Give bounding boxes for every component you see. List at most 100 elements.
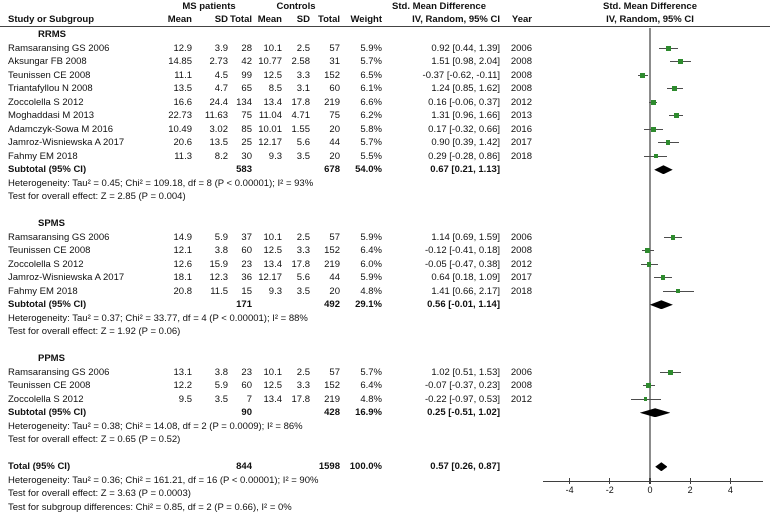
ci-line — [669, 61, 691, 63]
cell: 1598 — [318, 461, 340, 472]
col-header-mean-ms: Mean — [167, 14, 192, 25]
cell: Subtotal (95% CI) — [8, 299, 87, 310]
header-divider — [0, 26, 770, 27]
study-row: Teunissen CE 2008 11.1 4.5 99 12.5 3.3 152 6.5%… — [8, 69, 532, 83]
cell: 11.5 — [210, 285, 228, 297]
ci-line — [641, 250, 654, 252]
pooled-diamond — [654, 165, 673, 175]
cell: 2008 — [510, 83, 532, 94]
study-row: Zoccolella S 2012 12.6 15.9 23 13.4 17.8 219 6.… — [8, 258, 532, 272]
pooled-diamond — [649, 300, 673, 310]
effect-marker — [643, 397, 648, 402]
col-header-weight: Weight — [350, 14, 383, 25]
cell: 2012 — [510, 96, 532, 108]
cell: Zoccolella S 2012 — [8, 258, 84, 270]
cell: 3.9 — [214, 42, 228, 54]
subgroup-label-row: SPMS — [8, 217, 532, 231]
subtotal-row: Subtotal (95% CI) 90 428 16.9% 0.25 [-0.51, … — [8, 406, 532, 420]
col-header-year: Year — [511, 14, 532, 25]
ci-line — [663, 290, 694, 292]
cell: 10.1 — [263, 366, 283, 378]
cell: 2016 — [510, 123, 532, 135]
cell: 44 — [329, 137, 340, 148]
cell: 11.1 — [174, 69, 192, 81]
cell: 12.5 — [263, 69, 283, 81]
cell: 2012 — [510, 258, 532, 270]
cell: 4.5 — [214, 69, 228, 81]
cell: -0.22 [-0.97, 0.53] — [425, 393, 500, 405]
subtotal-row: Subtotal (95% CI) 583 678 54.0% 0.67 [0.21, … — [8, 163, 532, 177]
ci-line — [644, 155, 668, 157]
subgroup-label-row: PPMS — [8, 352, 532, 366]
effect-marker — [645, 248, 651, 254]
cell: 844 — [236, 461, 252, 472]
cell: 3.5 — [296, 285, 310, 297]
cell: 12.1 — [173, 245, 193, 256]
cell: 17.8 — [291, 96, 311, 108]
overall-effect-note: Test for overall effect: Z = 2.85 (P = 0… — [8, 191, 186, 202]
cell: 2.58 — [291, 56, 311, 67]
cell: 5.9 — [214, 380, 228, 391]
cell: Moghaddasi M 2013 — [8, 110, 95, 121]
cell: 29.1% — [355, 299, 382, 310]
cell: 16.6 — [173, 96, 193, 108]
cell: 28 — [241, 42, 252, 54]
axis-tick — [689, 478, 691, 484]
cell: 4.8% — [360, 393, 382, 405]
col-header-total-ms: Total — [230, 14, 252, 25]
cell: 2012 — [510, 393, 532, 405]
ci-line — [657, 142, 679, 144]
spacer-row — [8, 339, 532, 353]
footnote-1: Heterogeneity: Tau² = 0.36; Chi² = 161.2… — [8, 474, 319, 486]
cell: 6.4% — [360, 380, 382, 391]
cell: Ramsaransing GS 2006 — [8, 231, 110, 243]
ci-line — [637, 74, 648, 76]
cell: 20 — [329, 285, 340, 297]
cell: 36 — [241, 272, 252, 283]
effect-marker — [651, 126, 656, 132]
cell: 17.8 — [291, 393, 311, 405]
effect-marker — [670, 234, 676, 240]
cell: 3.3 — [296, 69, 310, 81]
cell: 219 — [324, 393, 340, 405]
cell: SPMS — [38, 218, 65, 229]
cell: 13.5 — [173, 83, 193, 94]
cell: 44 — [329, 272, 340, 283]
cell: 2.5 — [296, 42, 310, 54]
cell: 6.5% — [360, 69, 382, 81]
cell: 99 — [241, 69, 252, 81]
cell: 12.5 — [263, 245, 283, 256]
cell: 219 — [324, 258, 340, 270]
cell: 11.3 — [174, 150, 192, 162]
cell: 6.4% — [360, 245, 382, 256]
cell: RRMS — [38, 29, 66, 40]
cell: 1.02 [0.51, 1.53] — [431, 366, 500, 378]
effect-marker — [646, 261, 652, 267]
cell: 6.1% — [360, 83, 382, 94]
cell: 2008 — [510, 69, 532, 81]
cell: 0.64 [0.18, 1.09] — [431, 272, 500, 283]
cell: 9.3 — [268, 285, 282, 297]
cell: -0.12 [-0.41, 0.18] — [425, 245, 500, 256]
cell: Triantafyllou N 2008 — [8, 83, 93, 94]
cell: 0.57 [0.26, 0.87] — [430, 461, 500, 472]
cell: 0.29 [-0.28, 0.86] — [428, 150, 500, 162]
effect-marker — [646, 383, 652, 389]
cell: 3.3 — [296, 380, 310, 391]
cell: 60 — [329, 83, 340, 94]
ci-line — [642, 385, 655, 387]
cell: 37 — [241, 231, 252, 243]
cell: 24.4 — [209, 96, 229, 108]
cell: Jamroz-Wisniewska A 2017 — [8, 137, 125, 148]
column-group-controls: Controls — [276, 1, 316, 12]
cell: 20 — [329, 123, 340, 135]
cell: 100.0% — [349, 461, 382, 472]
cell: 10.49 — [168, 123, 192, 135]
cell: 0.90 [0.39, 1.42] — [431, 137, 500, 148]
ci-line — [658, 47, 678, 49]
spacer-row — [8, 447, 532, 461]
cell: 134 — [236, 96, 252, 108]
cell: 3.1 — [296, 83, 310, 94]
cell: 4.7 — [214, 83, 228, 94]
